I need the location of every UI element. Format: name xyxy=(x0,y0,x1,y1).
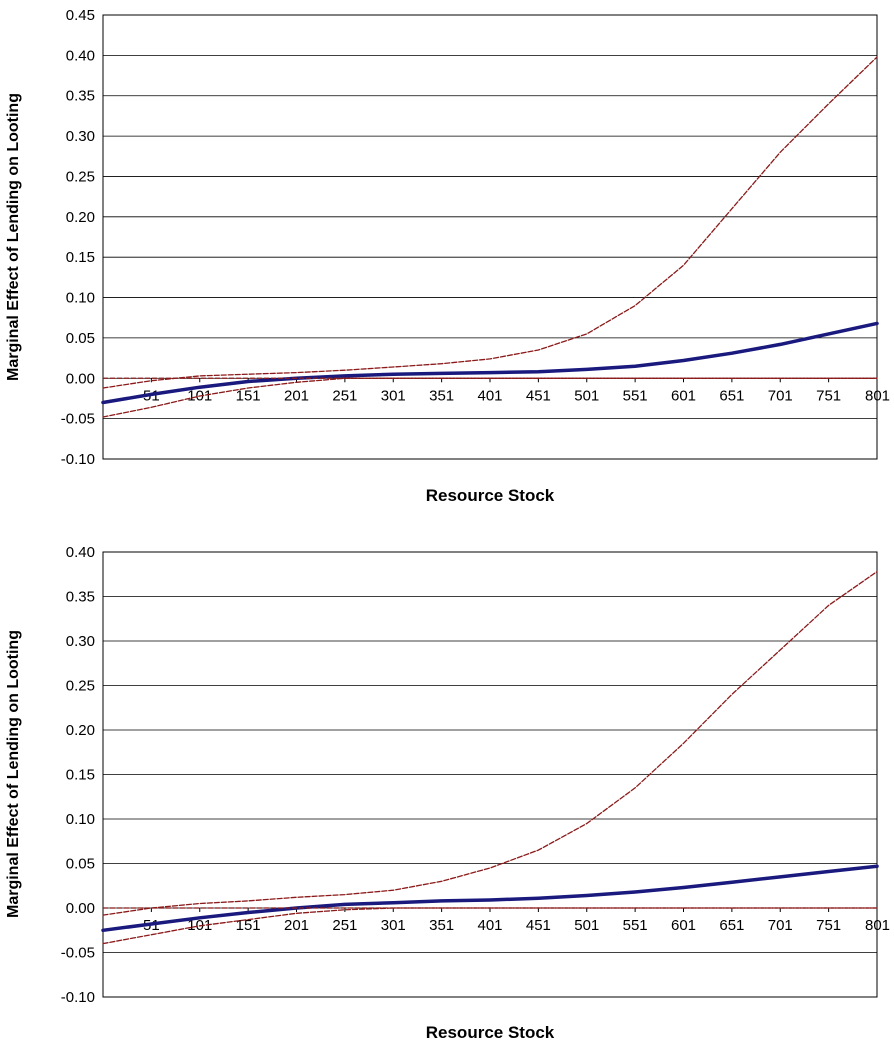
x-tick-label: 401 xyxy=(477,387,502,404)
x-tick-label: 651 xyxy=(719,387,744,404)
y-tick-label: 0.45 xyxy=(66,7,95,24)
y-axis-label: Marginal Effect of Lending on Looting xyxy=(5,630,22,918)
x-tick-label: 451 xyxy=(526,917,551,934)
y-tick-label: 0.05 xyxy=(66,856,95,873)
y-axis-label: Marginal Effect of Lending on Looting xyxy=(5,93,22,381)
y-tick-label: 0.30 xyxy=(66,633,95,650)
y-tick-label: 0.10 xyxy=(66,811,95,828)
y-tick-label: 0.20 xyxy=(66,209,95,226)
y-tick-label: 0.10 xyxy=(66,290,95,307)
x-tick-label: 651 xyxy=(719,917,744,934)
upper-bound-line xyxy=(102,56,878,389)
x-tick-label: 801 xyxy=(865,387,890,404)
y-tick-label: 0.15 xyxy=(66,249,95,266)
x-tick-label: 151 xyxy=(236,917,261,934)
x-axis-label: Resource Stock xyxy=(426,1023,555,1042)
x-tick-label: 351 xyxy=(429,387,454,404)
y-tick-label: 0.40 xyxy=(66,47,95,64)
x-tick-label: 701 xyxy=(768,387,793,404)
x-tick-label: 701 xyxy=(768,917,793,934)
y-tick-label: 0.35 xyxy=(66,88,95,105)
y-tick-label: 0.05 xyxy=(66,330,95,347)
x-tick-label: 251 xyxy=(332,917,357,934)
x-tick-label: 551 xyxy=(623,917,648,934)
estimate-line xyxy=(101,321,879,405)
x-tick-label: 301 xyxy=(381,917,406,934)
y-tick-label: 0.20 xyxy=(66,722,95,739)
estimate-line xyxy=(101,864,879,933)
x-tick-label: 751 xyxy=(816,917,841,934)
x-tick-label: 451 xyxy=(526,387,551,404)
y-tick-label: 0.30 xyxy=(66,128,95,145)
x-tick-label: 251 xyxy=(332,387,357,404)
y-tick-label: -0.10 xyxy=(61,989,95,1006)
y-tick-label: -0.10 xyxy=(61,451,95,468)
x-tick-label: 151 xyxy=(236,387,261,404)
x-tick-label: 401 xyxy=(477,917,502,934)
plot-area-frame xyxy=(102,14,878,460)
y-tick-label: 0.00 xyxy=(66,370,95,387)
upper-bound-line xyxy=(102,570,878,916)
plot-area-frame xyxy=(102,551,878,998)
bottom-chart-panel: -0.10 -0.05 0.00 0.05 0.10 0.15 0.20 0.25 0.30 0.… xyxy=(5,544,890,1042)
x-tick-label: 301 xyxy=(381,387,406,404)
x-axis-label: Resource Stock xyxy=(426,486,555,505)
top-chart-panel: -0.10 -0.05 0.00 0.05 0.10 0.15 0.20 0.25 0.30 0.… xyxy=(5,7,890,505)
y-tick-label: 0.40 xyxy=(66,544,95,561)
y-tick-label: 0.25 xyxy=(66,678,95,695)
x-tick-label: 501 xyxy=(574,387,599,404)
y-tick-label: 0.25 xyxy=(66,168,95,185)
x-tick-label: 201 xyxy=(284,387,309,404)
y-tick-label: -0.05 xyxy=(61,945,95,962)
x-tick-label: 351 xyxy=(429,917,454,934)
x-tick-label: 751 xyxy=(816,387,841,404)
x-tick-label: 601 xyxy=(671,917,696,934)
x-tick-label: 551 xyxy=(623,387,648,404)
y-tick-label: 0.15 xyxy=(66,767,95,784)
x-tick-label: 801 xyxy=(865,917,890,934)
y-tick-label: 0.35 xyxy=(66,589,95,606)
x-tick-label: 501 xyxy=(574,917,599,934)
y-tick-label: -0.05 xyxy=(61,411,95,428)
x-tick-label: 601 xyxy=(671,387,696,404)
x-tick-label: 201 xyxy=(284,917,309,934)
y-tick-label: 0.00 xyxy=(66,900,95,917)
